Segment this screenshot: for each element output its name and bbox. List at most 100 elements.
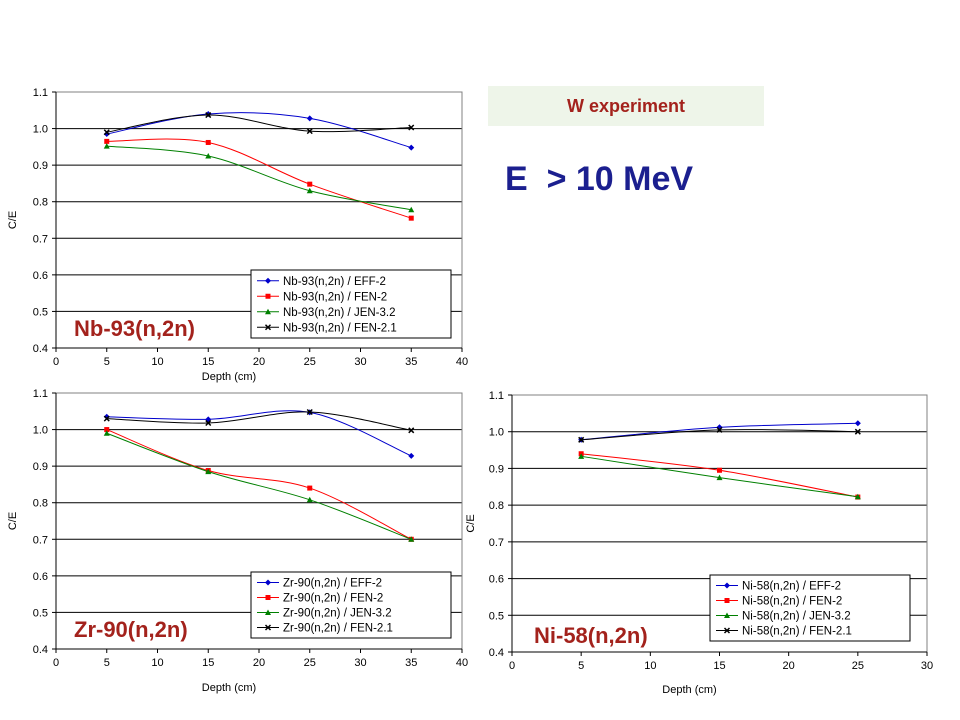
- x-tick-label: 25: [852, 660, 864, 672]
- y-tick-label: 0.4: [33, 343, 48, 355]
- legend-swatch-marker: [265, 277, 271, 284]
- y-axis-label: C/E: [7, 211, 19, 229]
- zr90-chart: 0.4 0.5 0.6 0.7 0.8 0.9 1.0 1.1 0 5 10 15 20 25 30 35 40…: [7, 388, 468, 694]
- ni58-chart: 0.4 0.5 0.6 0.7 0.8 0.9 1.0 1.1 0 5 10 15 20 25 30 Dept…: [465, 390, 933, 696]
- y-tick-label: 1.1: [33, 87, 48, 99]
- y-tick-label: 0.9: [489, 463, 504, 475]
- data-point: [408, 206, 415, 213]
- series-line: [106, 112, 412, 149]
- x-tick-label: 5: [104, 356, 110, 368]
- legend-box: [250, 571, 452, 639]
- y-tick-label: 0.6: [33, 270, 48, 282]
- legend-swatch-marker: [265, 308, 271, 315]
- legend-label: Ni-58(n,2n) / FEN-2: [742, 596, 842, 608]
- y-tick-label: 0.8: [489, 500, 504, 512]
- legend-swatch-marker: [265, 579, 271, 586]
- x-tick-label: 30: [921, 660, 933, 672]
- y-tick-label: 0.5: [489, 610, 504, 622]
- series-4: [578, 426, 861, 443]
- series-line: [581, 429, 858, 441]
- data-point: [307, 181, 313, 187]
- legend: Zr-90(n,2n) / EFF-2 Zr-90(n,2n) / FEN-2 Zr…: [250, 571, 452, 639]
- series-line: [106, 114, 412, 133]
- chart-title: Ni-58(n,2n): [534, 623, 648, 648]
- series-1: [103, 110, 415, 151]
- data-point: [716, 474, 723, 481]
- data-point: [205, 139, 211, 145]
- data-point: [103, 143, 110, 149]
- y-tick-label: 0.7: [33, 534, 48, 546]
- legend: Ni-58(n,2n) / EFF-2 Ni-58(n,2n) / FEN-2 Ni…: [709, 574, 911, 642]
- y-tick-label: 0.5: [33, 306, 48, 318]
- data-point: [306, 128, 313, 135]
- series-2: [104, 427, 414, 542]
- series-line: [106, 429, 412, 540]
- data-point: [408, 144, 415, 151]
- data-point: [205, 419, 212, 427]
- x-tick-label: 20: [253, 356, 265, 368]
- x-tick-label: 40: [456, 657, 468, 669]
- legend-box: [709, 574, 911, 642]
- y-tick-label: 0.9: [33, 160, 48, 172]
- y-tick-label: 1.0: [33, 124, 48, 136]
- y-tick-label: 1.1: [489, 390, 504, 402]
- data-point: [306, 187, 313, 194]
- x-tick-label: 15: [713, 660, 725, 672]
- x-axis-label: Depth (cm): [202, 371, 256, 383]
- x-tick-label: 15: [202, 657, 214, 669]
- chart-title: Nb-93(n,2n): [74, 316, 195, 341]
- legend-label: Nb-93(n,2n) / FEN-2: [283, 291, 387, 303]
- x-tick-label: 10: [151, 657, 163, 669]
- data-point: [205, 468, 212, 475]
- y-tick-label: 0.5: [33, 607, 48, 619]
- legend-swatch-marker: [264, 324, 272, 331]
- legend-label: Zr-90(n,2n) / FEN-2: [283, 593, 383, 605]
- x-tick-label: 40: [456, 356, 468, 368]
- series-line: [106, 411, 412, 431]
- series-line: [106, 138, 412, 219]
- legend-label: Nb-93(n,2n) / EFF-2: [283, 276, 386, 288]
- series-4: [103, 112, 415, 136]
- data-point: [408, 536, 415, 542]
- legend-box: [250, 269, 452, 339]
- legend-swatch-marker: [724, 612, 730, 618]
- legend-swatch-marker: [724, 582, 730, 589]
- legend-label: Nb-93(n,2n) / FEN-2.1: [283, 322, 397, 334]
- data-point: [854, 420, 861, 427]
- y-tick-label: 1.0: [33, 425, 48, 437]
- data-point: [717, 467, 722, 473]
- x-tick-label: 30: [354, 356, 366, 368]
- x-tick-label: 20: [783, 660, 795, 672]
- legend-label: Ni-58(n,2n) / EFF-2: [742, 581, 841, 593]
- legend-label: Ni-58(n,2n) / FEN-2.1: [742, 626, 852, 638]
- x-tick-label: 0: [53, 356, 59, 368]
- data-point: [716, 426, 723, 433]
- x-tick-label: 25: [304, 657, 316, 669]
- data-point: [306, 115, 313, 122]
- data-point: [103, 129, 110, 136]
- y-tick-label: 0.6: [33, 571, 48, 583]
- legend: Nb-93(n,2n) / EFF-2 Nb-93(n,2n) / FEN-2 Nb…: [250, 269, 452, 339]
- x-tick-label: 30: [354, 657, 366, 669]
- y-tick-label: 0.6: [489, 574, 504, 586]
- series-3: [103, 430, 415, 542]
- series-line: [106, 410, 412, 457]
- experiment-banner: W experiment: [488, 86, 764, 126]
- legend-swatch-marker: [265, 293, 271, 299]
- data-point: [408, 452, 415, 459]
- data-point: [104, 427, 110, 433]
- y-tick-label: 0.8: [33, 197, 48, 209]
- legend-label: Ni-58(n,2n) / JEN-3.2: [742, 611, 851, 623]
- series-line: [106, 432, 412, 540]
- legend-label: Zr-90(n,2n) / JEN-3.2: [283, 608, 392, 620]
- x-tick-label: 10: [644, 660, 656, 672]
- data-point: [408, 427, 415, 434]
- x-tick-label: 0: [509, 660, 515, 672]
- nb93-chart: 0.4 0.5 0.6 0.7 0.8 0.9 1.0 1.1 0 5 10 15 20 25 30 35 40…: [7, 87, 468, 383]
- legend-label: Nb-93(n,2n) / JEN-3.2: [283, 307, 396, 319]
- data-point: [578, 453, 585, 459]
- data-point: [306, 496, 313, 503]
- data-point: [104, 138, 110, 144]
- chart-title: Zr-90(n,2n): [74, 617, 188, 642]
- data-point: [306, 408, 313, 416]
